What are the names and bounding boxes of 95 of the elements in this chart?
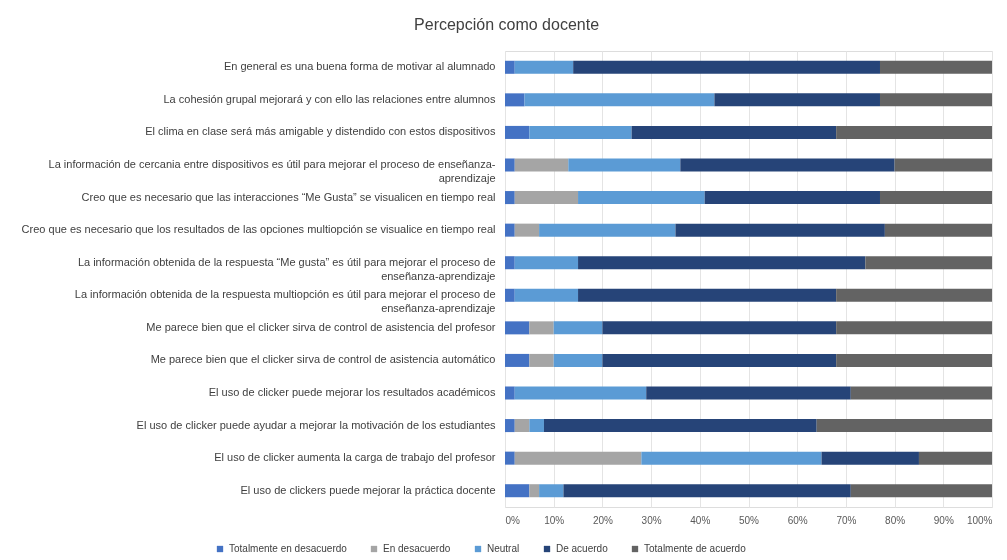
bar	[879, 93, 992, 107]
bar	[514, 386, 647, 400]
bar	[573, 60, 880, 74]
x-tick-label: 50%	[738, 514, 760, 526]
y-tick-label: La información obtenida de la respuesta multiopción es útil para mejorar el proceso de enseñanza-aprendizaje	[74, 288, 496, 315]
y-tick-label: El uso de clicker puede ayudar a mejorar la motivación de los estudiantes	[136, 418, 496, 431]
bar	[505, 60, 515, 74]
bar	[918, 451, 992, 465]
x-tick-label: 20%	[592, 514, 614, 526]
legend-label: En desacuerdo	[383, 543, 451, 554]
bar	[514, 60, 574, 74]
bar	[539, 223, 676, 237]
bar	[563, 484, 851, 498]
bar	[529, 419, 544, 433]
bar	[505, 125, 530, 139]
bar	[505, 93, 525, 107]
bar	[578, 288, 837, 302]
bar	[714, 93, 880, 107]
bar	[836, 125, 992, 139]
bar	[514, 451, 642, 465]
x-tick-label: 30%	[641, 514, 662, 526]
x-tick-label: 70%	[836, 514, 857, 526]
bar	[641, 451, 822, 465]
bar	[514, 158, 569, 172]
bar	[543, 419, 817, 433]
bar	[553, 321, 603, 335]
bar	[505, 321, 530, 335]
bar	[514, 191, 579, 205]
x-tick-label: 40%	[690, 514, 711, 526]
y-tick-label: El uso de clicker puede mejorar los resultados académicos	[208, 386, 496, 398]
bar	[850, 386, 992, 400]
bar	[524, 93, 715, 107]
bar	[865, 256, 992, 270]
bar	[894, 158, 992, 172]
bar	[631, 125, 837, 139]
bar	[680, 158, 895, 172]
bar	[821, 451, 919, 465]
bar	[505, 223, 515, 237]
x-tick-label: 60%	[787, 514, 808, 526]
bar	[514, 223, 540, 237]
bar	[568, 158, 681, 172]
bar	[675, 223, 885, 237]
x-tick-label: 10%	[544, 514, 565, 526]
legend-label: Totalmente de acuerdo	[644, 543, 747, 554]
bar	[514, 419, 530, 433]
x-tick-label: 80%	[885, 514, 906, 526]
bar	[514, 256, 579, 270]
x-tick-label: 0%	[505, 514, 521, 526]
y-tick-label: En general es una buena forma de motivar al alumnado	[223, 60, 496, 73]
y-tick-label: Creo que es necesario que los resultados de las opciones multiopción se visualice en tiempo real	[21, 223, 496, 236]
bar	[578, 256, 866, 270]
bar	[879, 60, 992, 74]
bar	[836, 353, 992, 367]
bar	[704, 191, 880, 205]
bar	[505, 451, 515, 465]
y-tick-label: La información obtenida de la respuesta “Me gusta” es útil para mejorar el proceso de enseñanza-aprendizaje	[77, 255, 496, 282]
y-tick-label: La cohesión grupal mejorará y con ello las relaciones entre alumnos	[163, 92, 496, 105]
y-tick-label: El uso de clicker aumenta la carga de trabajo del profesor	[214, 451, 496, 464]
bar	[879, 191, 992, 205]
bar	[602, 353, 837, 367]
y-tick-label: Creo que es necesario que las interacciones “Me Gusta” se visualicen en tiempo real	[81, 190, 496, 203]
y-tick-label: Me parece bien que el clicker sirva de control de asistencia automático	[150, 353, 496, 366]
bar	[505, 353, 530, 367]
bar	[505, 288, 515, 302]
chart-title: Percepción como docente	[414, 16, 600, 33]
bar	[505, 158, 515, 172]
bar	[850, 484, 992, 498]
bar	[529, 321, 554, 335]
bar	[646, 386, 851, 400]
bar	[539, 484, 564, 498]
bar	[836, 321, 992, 335]
bar	[514, 288, 579, 302]
bar	[505, 256, 515, 270]
bar	[529, 125, 632, 139]
bar	[578, 191, 705, 205]
y-tick-label: Me parece bien que el clicker sirva de control de asistencia del profesor	[146, 320, 496, 333]
bar	[505, 419, 515, 433]
y-tick-label: El uso de clickers puede mejorar la práctica docente	[240, 483, 496, 496]
bar	[529, 353, 554, 367]
bar	[884, 223, 992, 237]
x-tick-label: 100%	[966, 514, 993, 526]
y-tick-label: La información de cercania entre dispositivos es útil para mejorar el proceso de enseñanza-aprendizaje	[48, 158, 496, 184]
y-tick-label: El clima en clase será más amigable y distendido con estos dispositivos	[145, 125, 496, 138]
bar	[505, 484, 530, 498]
bar	[836, 288, 992, 302]
legend-label: Neutral	[487, 543, 520, 554]
bar	[553, 353, 603, 367]
legend-label: Totalmente en desacuerdo	[229, 543, 348, 554]
bar	[505, 191, 515, 205]
bar	[529, 484, 540, 498]
legend-label: De acuerdo	[556, 543, 609, 554]
bar	[505, 386, 515, 400]
bar	[816, 419, 992, 433]
x-tick-label: 90%	[933, 514, 954, 526]
bar	[602, 321, 837, 335]
